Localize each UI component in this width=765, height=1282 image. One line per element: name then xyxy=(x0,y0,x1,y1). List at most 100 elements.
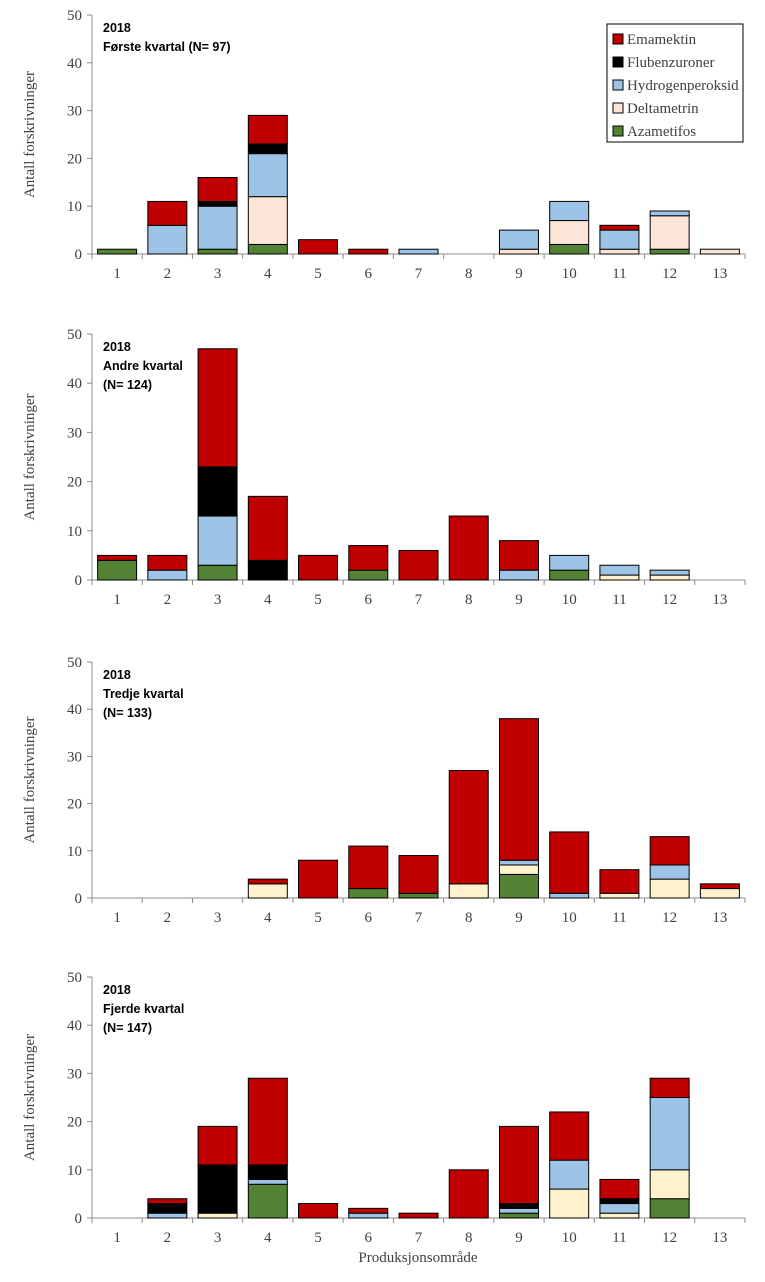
x-tick-label: 13 xyxy=(712,266,727,282)
x-tick-label: 6 xyxy=(365,592,373,608)
x-tick-label: 5 xyxy=(314,266,322,282)
y-tick-label: 30 xyxy=(67,1066,82,1082)
legend-box xyxy=(606,23,744,143)
bar-emamektin xyxy=(599,869,640,894)
bar-hydrogenperoksid xyxy=(599,1203,640,1214)
bar-flubenzuroner xyxy=(197,1164,238,1214)
y-tick-label: 50 xyxy=(67,970,82,986)
bar-emamektin xyxy=(348,845,389,890)
bar-deltametrin xyxy=(247,883,288,899)
y-axis-label: Antall forskrivninger xyxy=(22,716,38,843)
bar-emamektin xyxy=(247,878,288,885)
bar-emamektin xyxy=(448,1169,489,1219)
bar-hydrogenperoksid xyxy=(649,1097,690,1171)
legend-swatch-azametifos xyxy=(612,125,624,137)
bar-deltametrin xyxy=(599,248,640,255)
legend-label: Emamektin xyxy=(627,32,697,48)
y-axis-label: Antall forskrivninger xyxy=(22,393,38,520)
x-tick-label: 5 xyxy=(314,592,322,608)
bar-deltametrin xyxy=(247,196,288,245)
bar-deltametrin xyxy=(599,892,640,899)
panel-annotation: Første kvartal (N= 97) xyxy=(103,40,230,54)
x-tick-label: 13 xyxy=(712,592,727,608)
bar-deltametrin xyxy=(649,215,690,250)
x-tick-label: 1 xyxy=(113,910,121,926)
bar-emamektin xyxy=(599,1178,640,1200)
bar-deltametrin xyxy=(549,220,590,245)
bar-hydrogenperoksid xyxy=(197,205,238,250)
bar-deltametrin xyxy=(599,1212,640,1219)
x-tick-label: 1 xyxy=(113,266,121,282)
bar-deltametrin xyxy=(649,1169,690,1200)
bar-emamektin xyxy=(448,770,489,885)
x-tick-label: 9 xyxy=(515,1230,523,1246)
legend-swatch-hydrogenperoksid xyxy=(612,79,624,91)
bar-azametifos xyxy=(348,888,389,899)
y-tick-label: 10 xyxy=(67,199,82,215)
bar-hydrogenperoksid xyxy=(599,229,640,250)
legend-swatch-emamektin xyxy=(612,33,624,45)
x-tick-label: 12 xyxy=(662,910,677,926)
bar-emamektin xyxy=(147,200,188,226)
x-tick-label: 9 xyxy=(515,592,523,608)
bar-hydrogenperoksid xyxy=(549,200,590,222)
bar-deltametrin xyxy=(699,248,740,255)
bar-azametifos xyxy=(549,569,590,581)
x-tick-label: 8 xyxy=(465,592,473,608)
bar-azametifos xyxy=(348,569,389,581)
y-tick-label: 30 xyxy=(67,749,82,765)
bar-flubenzuroner xyxy=(147,1203,188,1214)
bar-emamektin xyxy=(649,836,690,866)
y-tick-label: 50 xyxy=(67,327,82,343)
y-tick-label: 20 xyxy=(67,1115,82,1131)
bar-emamektin xyxy=(197,348,238,468)
bar-azametifos xyxy=(197,248,238,255)
bar-hydrogenperoksid xyxy=(147,569,188,581)
bar-emamektin xyxy=(147,554,188,571)
bar-emamektin xyxy=(398,549,439,581)
y-axis-label: Antall forskrivninger xyxy=(22,1034,38,1161)
x-tick-label: 7 xyxy=(415,266,423,282)
bar-azametifos xyxy=(649,1198,690,1219)
bar-emamektin xyxy=(699,883,740,890)
bar-emamektin xyxy=(298,554,339,581)
y-tick-label: 0 xyxy=(75,573,83,589)
bar-flubenzuroner xyxy=(197,466,238,517)
bar-hydrogenperoksid xyxy=(147,1212,188,1219)
x-tick-label: 12 xyxy=(662,592,677,608)
panel-annotation: Andre kvartal xyxy=(103,359,183,373)
x-axis-label: Produksjonsområde xyxy=(358,1250,478,1266)
y-tick-label: 20 xyxy=(67,475,82,491)
x-tick-label: 8 xyxy=(465,910,473,926)
x-tick-label: 1 xyxy=(113,1230,121,1246)
bar-deltametrin xyxy=(549,1188,590,1219)
bar-emamektin xyxy=(498,718,539,861)
y-axis-label: Antall forskrivninger xyxy=(22,71,38,198)
panel-annotation: (N= 133) xyxy=(103,706,152,720)
x-tick-label: 5 xyxy=(314,1230,322,1246)
bar-hydrogenperoksid xyxy=(649,864,690,880)
x-tick-label: 4 xyxy=(264,592,272,608)
legend-swatch-flubenzuroner xyxy=(612,56,624,68)
x-tick-label: 11 xyxy=(612,266,626,282)
bar-emamektin xyxy=(549,1111,590,1161)
bar-emamektin xyxy=(298,1203,339,1219)
bar-azametifos xyxy=(247,243,288,255)
bar-emamektin xyxy=(298,239,339,255)
y-tick-label: 10 xyxy=(67,524,82,540)
y-tick-label: 20 xyxy=(67,151,82,167)
y-tick-label: 50 xyxy=(67,8,82,24)
x-tick-label: 10 xyxy=(562,1230,577,1246)
x-tick-label: 7 xyxy=(415,1230,423,1246)
panel-annotation: Tredje kvartal xyxy=(103,687,184,701)
x-tick-label: 4 xyxy=(264,910,272,926)
bar-emamektin xyxy=(197,1125,238,1166)
x-tick-label: 3 xyxy=(214,592,222,608)
bar-hydrogenperoksid xyxy=(498,859,539,866)
x-tick-label: 2 xyxy=(164,592,172,608)
x-tick-label: 5 xyxy=(314,910,322,926)
bar-hydrogenperoksid xyxy=(498,1207,539,1214)
x-tick-label: 3 xyxy=(214,910,222,926)
